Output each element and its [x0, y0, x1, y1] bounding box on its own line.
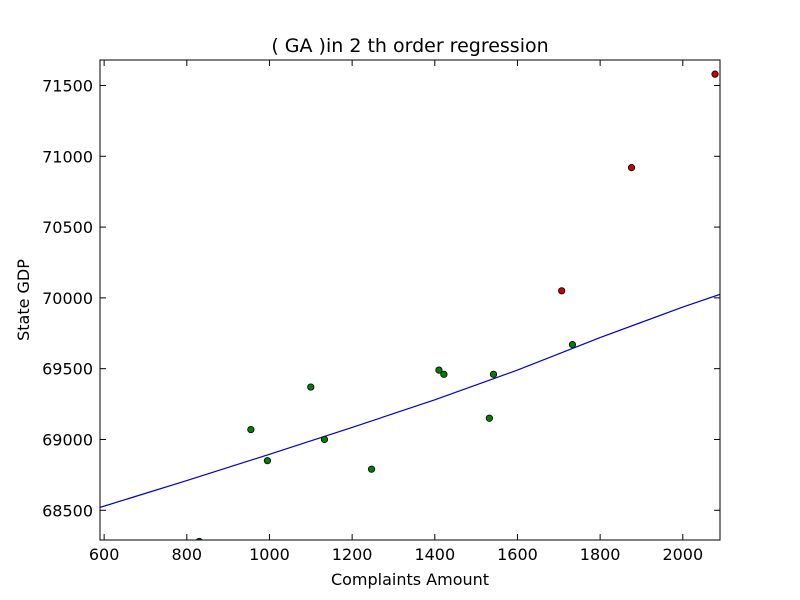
y-tick-label: 69500: [42, 360, 93, 379]
x-tick-label: 2000: [662, 545, 703, 564]
x-tick-label: 1800: [580, 545, 621, 564]
x-tick-label: 800: [172, 545, 203, 564]
x-tick-label: 600: [89, 545, 120, 564]
x-tick-label: 1600: [497, 545, 538, 564]
axes-frame: [99, 59, 721, 541]
data-point-0-7: [440, 370, 448, 378]
data-point-1-1: [627, 164, 636, 172]
data-point-0-4: [320, 435, 329, 444]
data-point-0-6: [435, 366, 443, 374]
data-point-0-1: [247, 425, 255, 434]
data-point-0-2: [263, 457, 271, 465]
data-point-0-8: [485, 414, 493, 422]
data-point-1-0: [558, 287, 566, 295]
fit-line: [100, 293, 720, 509]
x-tick-label: 1000: [249, 545, 290, 564]
y-tick-label: 71000: [42, 147, 93, 166]
y-tick-label: 70000: [42, 289, 93, 308]
data-point-0-10: [568, 341, 577, 349]
y-tick-label: 68500: [42, 501, 93, 520]
y-tick-label: 69000: [42, 430, 93, 449]
chart-title: ( GA )in 2 th order regression: [271, 35, 548, 57]
y-tick-label: 71500: [42, 76, 93, 95]
y-tick-label: 70500: [42, 218, 93, 237]
data-point-1-2: [711, 70, 719, 78]
plot-area: 600 800 1000 1200 1400 1600 1800 2000 68500 69000…: [42, 59, 721, 564]
data-point-0-0: [195, 537, 203, 540]
x-tick-label: 1400: [414, 545, 455, 564]
x-axis-label: Complaints Amount: [331, 570, 489, 589]
data-point-0-9: [489, 370, 498, 378]
y-axis-label: State GDP: [14, 259, 33, 341]
x-tick-label: 1200: [332, 545, 373, 564]
data-point-0-5: [367, 465, 376, 473]
data-point-0-3: [307, 383, 315, 391]
